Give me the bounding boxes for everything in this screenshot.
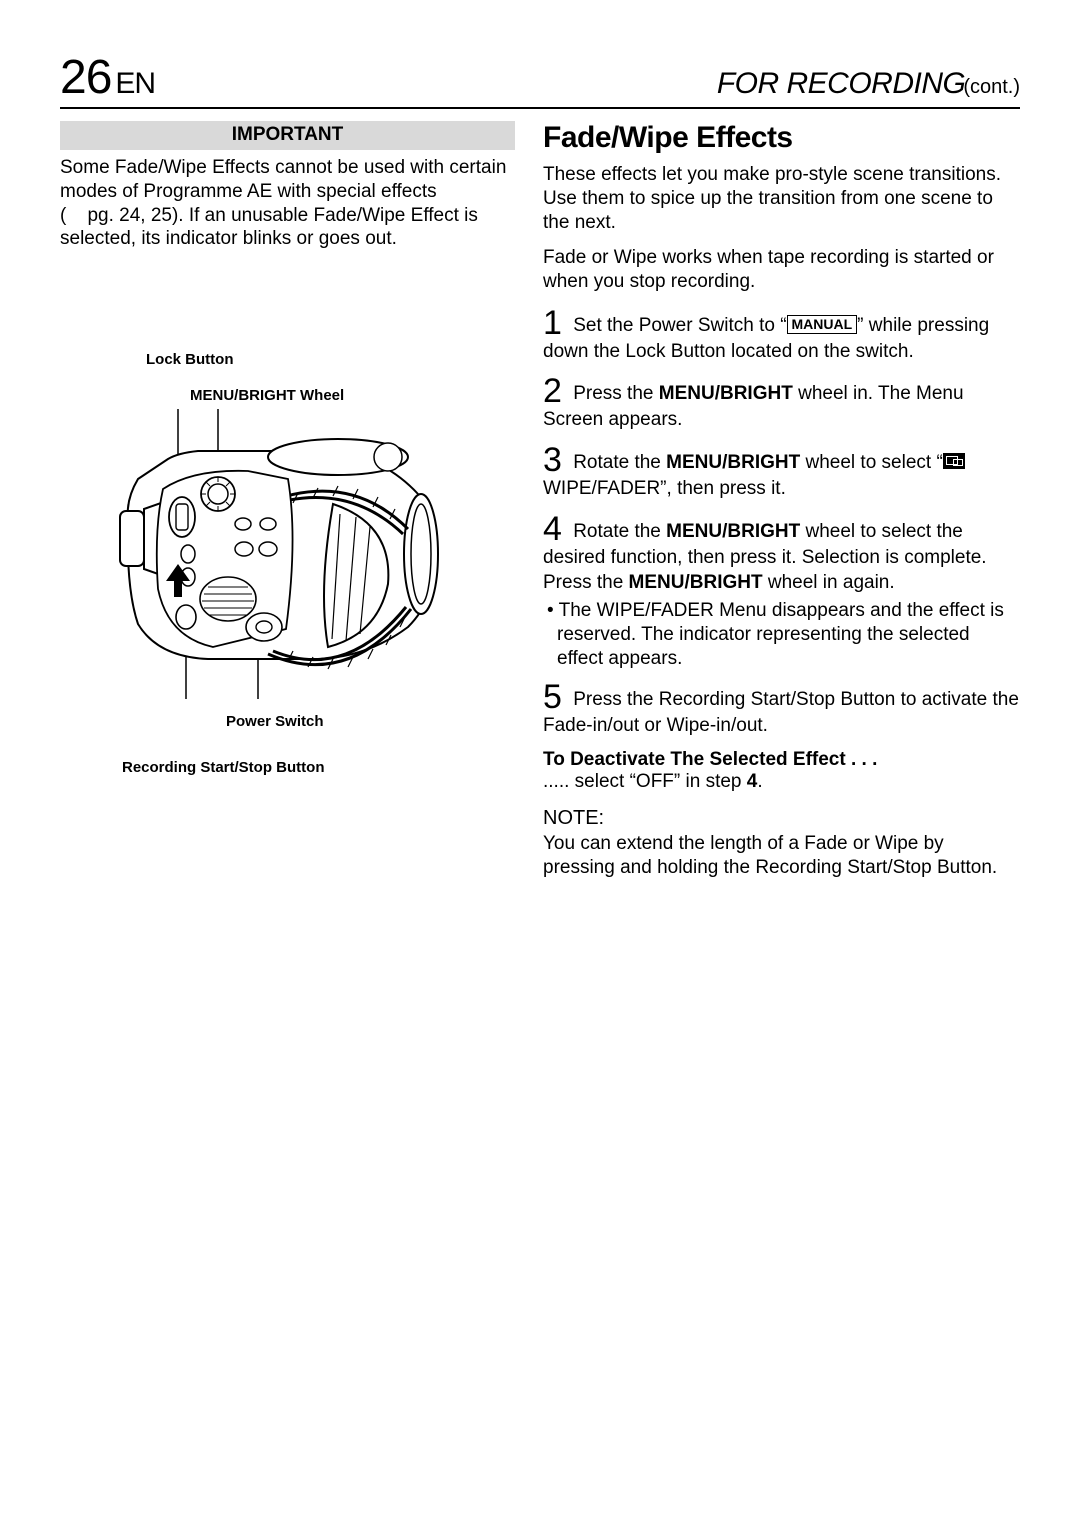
step-2-text-a: Press the [568,383,659,404]
step-5-text: Press the Recording Start/Stop Button to… [543,689,1019,736]
page-number-value: 26 [60,51,111,104]
note-heading: NOTE: [543,807,1020,830]
deactivate-text-c: . [757,771,762,792]
deactivate-body: ..... select “OFF” in step 4. [543,771,1020,793]
step-2: 2 Press the MENU/BRIGHT wheel in. The Me… [543,374,1020,433]
section-cont: (cont.) [963,76,1020,98]
step-4: 4 Rotate the MENU/BRIGHT wheel to select… [543,512,1020,595]
step-2-bold: MENU/BRIGHT [659,383,793,404]
step-3-number: 3 [543,441,562,479]
step-5-number: 5 [543,678,562,716]
step-3: 3 Rotate the MENU/BRIGHT wheel to select… [543,443,1020,502]
section-title-text: FOR RECORDING [717,67,966,100]
important-heading: IMPORTANT [60,121,515,150]
note-body: You can extend the length of a Fade or W… [543,832,1020,880]
step-5: 5 Press the Recording Start/Stop Button … [543,680,1020,739]
page-number: 26EN [60,50,155,105]
step-1: 1 Set the Power Switch to “MANUAL” while… [543,306,1020,365]
step-3-text-a: Rotate the [568,452,666,473]
label-menu-bright-wheel: MENU/BRIGHT Wheel [190,387,344,404]
deactivate-text-a: ..... select “OFF” in step [543,771,747,792]
wipe-fader-icon [943,453,965,469]
label-power-switch: Power Switch [226,713,324,730]
intro-paragraph-1: These effects let you make pro-style sce… [543,163,1020,234]
section-title: FOR RECORDING(cont.) [717,67,1020,101]
step-3-text-b: wheel to select “ [800,452,943,473]
important-text-2: ( pg. 24, 25). If an unusable Fade/Wipe … [60,204,515,252]
page-lang: EN [115,67,155,100]
camera-diagram: Lock Button MENU/BRIGHT Wheel Power Swit… [60,351,515,851]
step-3-bold: MENU/BRIGHT [666,452,800,473]
step-1-number: 1 [543,304,562,342]
step-4-bold-2: MENU/BRIGHT [629,572,763,593]
step-1-text-a: Set the Power Switch to “ [568,315,787,336]
fade-wipe-title: Fade/Wipe Effects [543,121,1020,155]
step-3-text-c: WIPE/FADER”, then press it. [543,478,786,499]
step-4-bold-1: MENU/BRIGHT [666,521,800,542]
camera-illustration [118,409,448,699]
step-4-text-a: Rotate the [568,521,666,542]
step-4-number: 4 [543,510,562,548]
page-header: 26EN FOR RECORDING(cont.) [60,50,1020,107]
label-lock-button: Lock Button [146,351,234,368]
step-4-bullet: • The WIPE/FADER Menu disappears and the… [543,599,1020,670]
label-recording-button: Recording Start/Stop Button [122,759,325,776]
intro-paragraph-2: Fade or Wipe works when tape recording i… [543,246,1020,294]
right-column: Fade/Wipe Effects These effects let you … [543,121,1020,880]
deactivate-heading: To Deactivate The Selected Effect . . . [543,749,1020,771]
step-4-text-c: wheel in again. [763,572,895,593]
deactivate-step-ref: 4 [747,771,758,792]
important-text-1: Some Fade/Wipe Effects cannot be used wi… [60,156,515,204]
step-2-number: 2 [543,372,562,410]
left-column: IMPORTANT Some Fade/Wipe Effects cannot … [60,121,515,880]
manual-icon: MANUAL [787,315,858,334]
